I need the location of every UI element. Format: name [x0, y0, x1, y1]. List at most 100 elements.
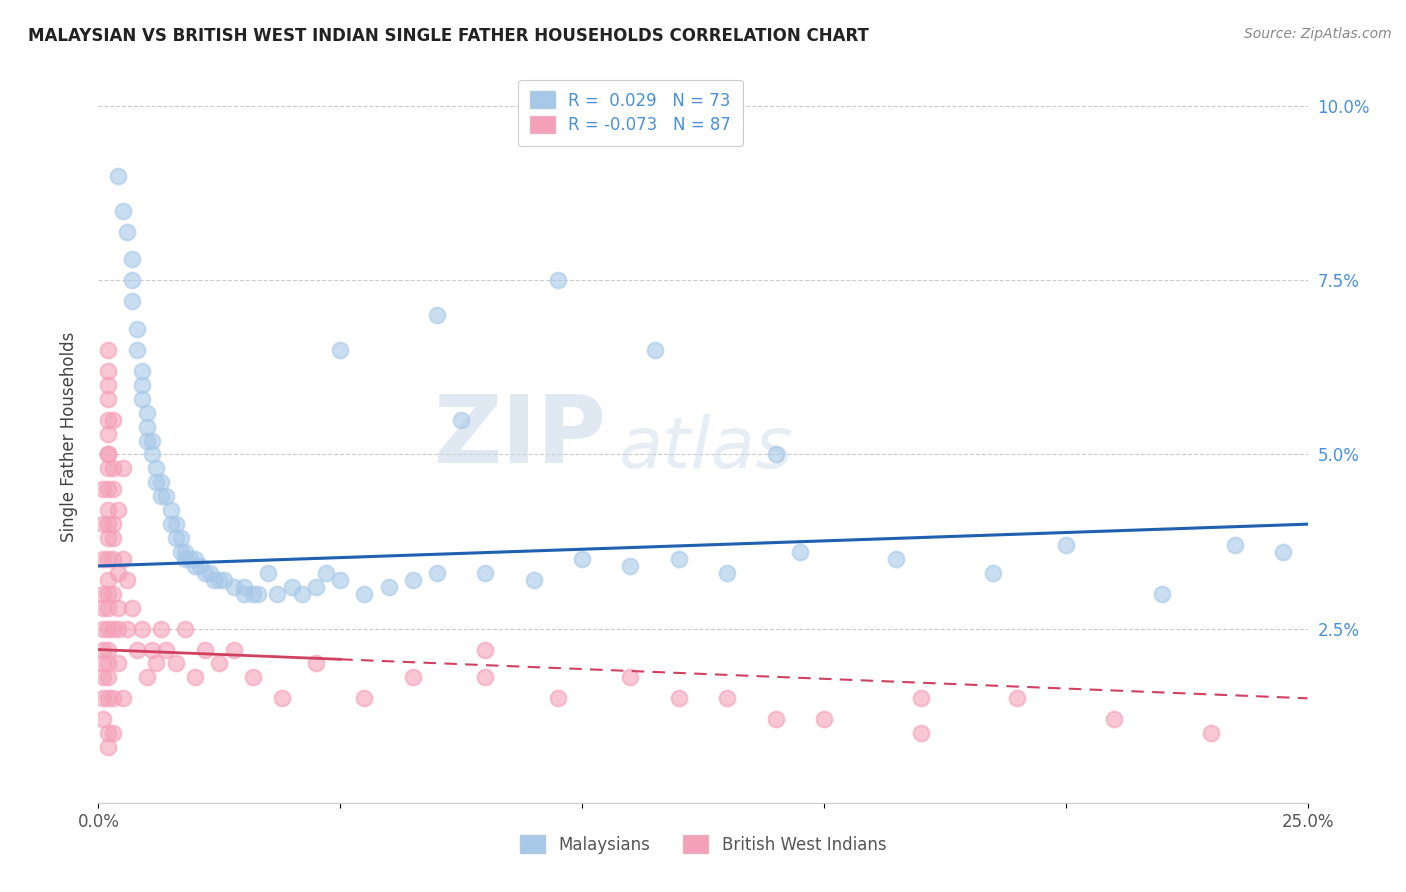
Point — [97, 426, 120, 441]
Point — [101, 531, 124, 545]
Point — [765, 712, 787, 726]
Point — [91, 691, 114, 706]
Point — [184, 552, 207, 566]
Point — [97, 531, 120, 545]
Point — [131, 622, 153, 636]
Point — [198, 566, 221, 580]
Point — [1272, 545, 1295, 559]
Point — [194, 566, 217, 580]
Point — [910, 726, 932, 740]
Point — [353, 587, 375, 601]
Point — [97, 740, 120, 755]
Point — [242, 670, 264, 684]
Point — [97, 573, 120, 587]
Point — [150, 489, 173, 503]
Point — [716, 691, 738, 706]
Point — [97, 343, 120, 357]
Point — [97, 448, 120, 462]
Point — [117, 225, 139, 239]
Point — [135, 406, 157, 420]
Point — [107, 600, 129, 615]
Point — [141, 434, 163, 448]
Point — [813, 712, 835, 726]
Point — [426, 308, 449, 322]
Point — [169, 531, 191, 545]
Point — [886, 552, 908, 566]
Text: MALAYSIAN VS BRITISH WEST INDIAN SINGLE FATHER HOUSEHOLDS CORRELATION CHART: MALAYSIAN VS BRITISH WEST INDIAN SINGLE … — [28, 27, 869, 45]
Point — [644, 343, 666, 357]
Point — [97, 622, 120, 636]
Point — [474, 642, 496, 657]
Point — [131, 364, 153, 378]
Point — [97, 483, 120, 497]
Point — [107, 566, 129, 580]
Point — [131, 392, 153, 406]
Point — [619, 558, 641, 573]
Point — [97, 670, 120, 684]
Point — [188, 558, 211, 573]
Point — [329, 573, 352, 587]
Point — [547, 273, 569, 287]
Point — [174, 622, 197, 636]
Point — [117, 573, 139, 587]
Point — [91, 600, 114, 615]
Point — [107, 169, 129, 183]
Point — [97, 412, 120, 426]
Point — [91, 657, 114, 671]
Point — [97, 517, 120, 532]
Legend: Malaysians, British West Indians: Malaysians, British West Indians — [513, 829, 893, 860]
Point — [1007, 691, 1029, 706]
Point — [101, 552, 124, 566]
Point — [121, 273, 143, 287]
Point — [271, 691, 294, 706]
Point — [150, 475, 173, 490]
Point — [571, 552, 593, 566]
Point — [101, 483, 124, 497]
Point — [305, 580, 328, 594]
Point — [101, 622, 124, 636]
Point — [165, 517, 187, 532]
Point — [97, 642, 120, 657]
Point — [111, 552, 134, 566]
Point — [450, 412, 472, 426]
Point — [97, 600, 120, 615]
Point — [97, 377, 120, 392]
Point — [474, 670, 496, 684]
Point — [1223, 538, 1246, 552]
Point — [208, 573, 231, 587]
Point — [91, 552, 114, 566]
Point — [208, 657, 231, 671]
Point — [402, 573, 425, 587]
Point — [305, 657, 328, 671]
Point — [91, 622, 114, 636]
Point — [353, 691, 375, 706]
Point — [97, 448, 120, 462]
Point — [111, 461, 134, 475]
Point — [523, 573, 546, 587]
Point — [127, 642, 149, 657]
Point — [121, 252, 143, 267]
Point — [97, 364, 120, 378]
Point — [232, 580, 254, 594]
Point — [402, 670, 425, 684]
Point — [1102, 712, 1125, 726]
Point — [91, 670, 114, 684]
Text: Source: ZipAtlas.com: Source: ZipAtlas.com — [1244, 27, 1392, 41]
Point — [426, 566, 449, 580]
Point — [256, 566, 278, 580]
Point — [165, 531, 187, 545]
Point — [121, 294, 143, 309]
Point — [131, 377, 153, 392]
Point — [101, 461, 124, 475]
Point — [160, 517, 183, 532]
Point — [91, 712, 114, 726]
Point — [716, 566, 738, 580]
Point — [135, 434, 157, 448]
Point — [91, 642, 114, 657]
Point — [155, 642, 177, 657]
Point — [127, 322, 149, 336]
Point — [127, 343, 149, 357]
Point — [290, 587, 312, 601]
Point — [1152, 587, 1174, 601]
Point — [145, 657, 167, 671]
